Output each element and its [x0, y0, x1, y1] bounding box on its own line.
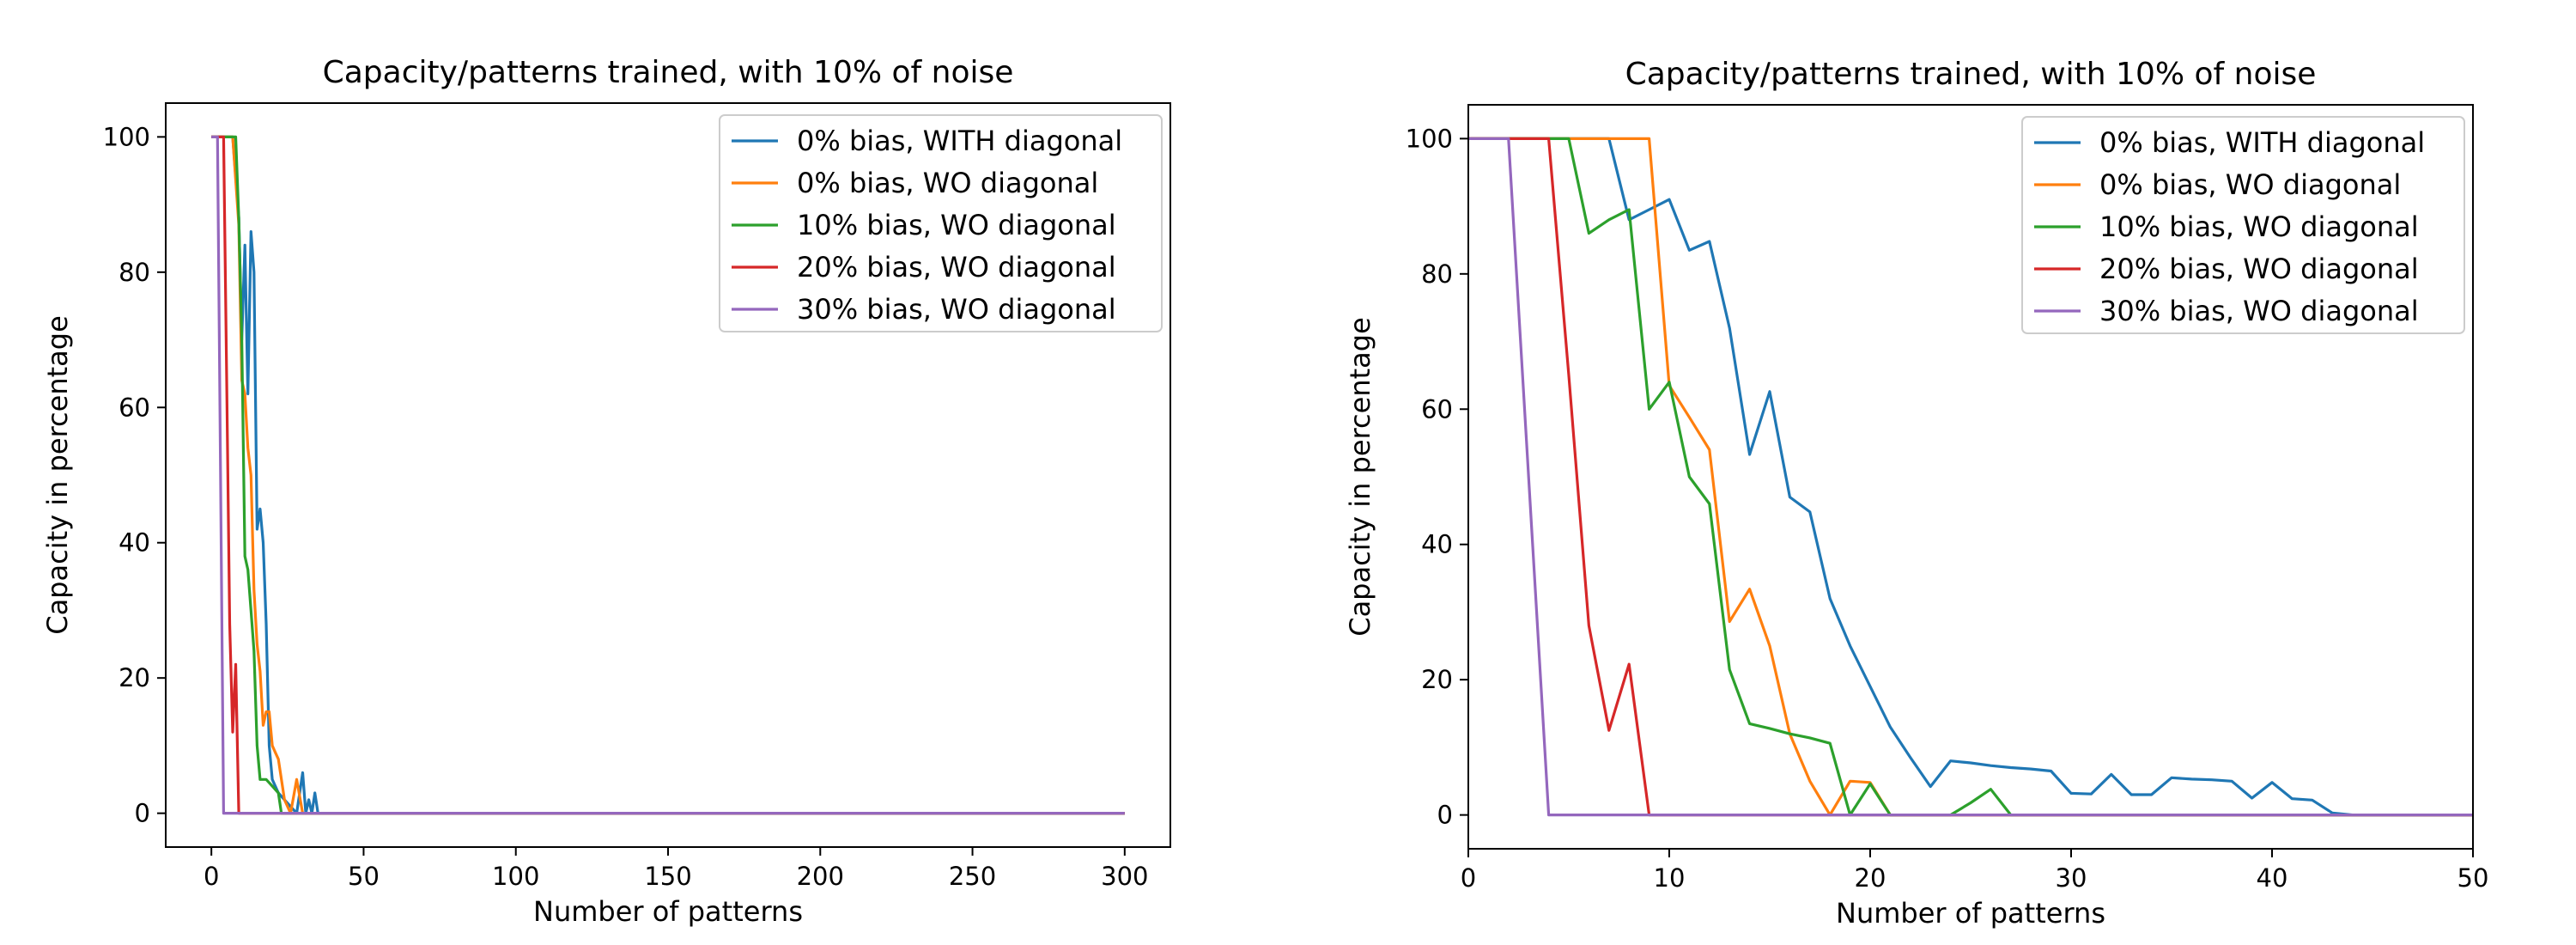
x-tick-label: 150: [644, 862, 691, 891]
y-tick-label: 80: [1421, 259, 1453, 289]
legend-label: 0% bias, WITH diagonal: [797, 125, 1122, 157]
legend: 0% bias, WITH diagonal 0% bias, WO diagon…: [719, 114, 1163, 332]
x-axis-label: Number of patterns: [1836, 897, 2105, 930]
x-tick-label: 250: [949, 862, 996, 891]
series-line-20-bias-wo-diagonal: [211, 135, 1125, 815]
legend-label: 10% bias, WO diagonal: [797, 209, 1116, 241]
x-tick-label: 50: [348, 862, 380, 891]
chart-title: Capacity/patterns trained, with 10% of n…: [1625, 57, 2317, 92]
y-tick-label: 0: [135, 799, 150, 828]
y-tick-label: 20: [1421, 665, 1453, 694]
chart-left: Capacity/patterns trained, with 10% of n…: [41, 55, 1171, 928]
y-tick-label: 100: [1406, 124, 1453, 153]
legend-label: 30% bias, WO diagonal: [797, 293, 1116, 326]
x-tick-label: 50: [2458, 863, 2489, 893]
y-tick-label: 20: [118, 663, 150, 692]
series-line-10-bias-wo-diagonal: [211, 135, 1125, 815]
y-axis-label: Capacity in percentage: [1344, 317, 1376, 637]
y-tick-label: 80: [118, 258, 150, 287]
legend-label: 20% bias, WO diagonal: [2099, 253, 2419, 285]
x-tick-label: 10: [1654, 863, 1686, 893]
series-line-30-bias-wo-diagonal: [1468, 137, 2473, 817]
plot-frame: [1467, 104, 2474, 850]
chart-right: Capacity/patterns trained, with 10% of n…: [1344, 57, 2488, 930]
x-tick-label: 300: [1101, 862, 1148, 891]
series-line-10-bias-wo-diagonal: [1468, 137, 2473, 817]
y-tick-label: 0: [1437, 801, 1453, 830]
x-tick-label: 100: [492, 862, 539, 891]
y-tick-label: 100: [103, 122, 150, 151]
chart-title: Capacity/patterns trained, with 10% of n…: [323, 55, 1014, 90]
y-tick-label: 60: [118, 393, 150, 422]
x-tick-label: 0: [204, 862, 219, 891]
legend-label: 20% bias, WO diagonal: [797, 251, 1116, 284]
legend-label: 30% bias, WO diagonal: [2099, 295, 2419, 327]
x-tick-label: 0: [1461, 863, 1476, 893]
legend-box: [719, 114, 1163, 332]
x-tick-label: 20: [1855, 863, 1886, 893]
x-tick-label: 40: [2257, 863, 2288, 893]
x-axis-label: Number of patterns: [533, 895, 803, 928]
x-tick-label: 200: [797, 862, 844, 891]
y-tick-label: 60: [1421, 394, 1453, 424]
legend-label: 0% bias, WO diagonal: [2099, 168, 2401, 201]
y-tick-label: 40: [1421, 530, 1453, 559]
y-tick-label: 40: [118, 528, 150, 558]
legend-label: 10% bias, WO diagonal: [2099, 210, 2419, 243]
series-line-0-bias-with-diagonal: [1468, 137, 2473, 817]
x-tick-label: 30: [2056, 863, 2087, 893]
legend: 0% bias, WITH diagonal 0% bias, WO diagon…: [2021, 116, 2465, 334]
series-group: [211, 135, 1125, 815]
legend-box: [2021, 116, 2465, 334]
plot-frame: [165, 102, 1171, 848]
series-line-30-bias-wo-diagonal: [211, 135, 1125, 815]
y-axis-label: Capacity in percentage: [41, 315, 74, 635]
series-group: [1468, 137, 2473, 817]
legend-label: 0% bias, WO diagonal: [797, 167, 1098, 199]
legend-label: 0% bias, WITH diagonal: [2099, 126, 2425, 159]
